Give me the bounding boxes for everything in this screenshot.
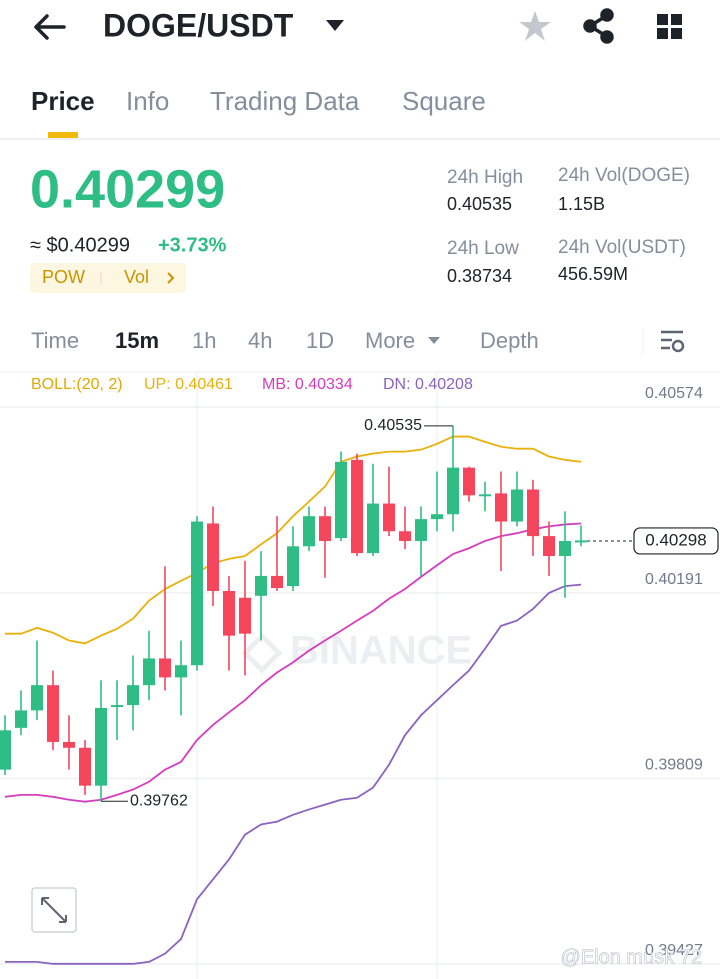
y-tick-label: 0.39427 xyxy=(645,942,703,959)
tag: POW xyxy=(42,267,85,287)
indicator-legend: MB: 0.40334 xyxy=(262,376,353,393)
y-tick-label: 0.40191 xyxy=(645,571,703,588)
candle-body xyxy=(191,521,203,666)
candle-body xyxy=(111,705,123,707)
last-price-label: 0.40298 xyxy=(645,530,706,549)
candle-body xyxy=(95,707,107,786)
candle-body xyxy=(351,459,363,554)
candle-body xyxy=(543,536,555,557)
interval-option[interactable]: 1D xyxy=(306,328,334,353)
candle-body xyxy=(319,516,331,541)
candle-body xyxy=(383,503,395,532)
stat-value: 0.38734 xyxy=(447,266,512,286)
candle-body xyxy=(527,489,539,537)
watermark: BINANCE xyxy=(290,629,472,673)
candle-body xyxy=(431,514,443,520)
tag: Vol xyxy=(124,267,149,287)
candle-body xyxy=(223,590,235,636)
candle-body xyxy=(239,597,251,634)
interval-option[interactable]: 1h xyxy=(192,328,216,353)
tab[interactable]: Trading Data xyxy=(210,86,360,116)
candle-body xyxy=(79,747,91,786)
candle-body xyxy=(175,665,187,678)
stat-value: 0.40535 xyxy=(447,194,512,214)
watermark-logo xyxy=(241,632,283,674)
last-price-box xyxy=(633,527,719,555)
y-tick-label: 0.40574 xyxy=(645,385,703,402)
interval-option[interactable]: Time xyxy=(31,328,79,353)
stat-label: 24h High xyxy=(447,167,523,188)
stat-label: 24h Low xyxy=(447,238,519,259)
high-marker-label: 0.40535 xyxy=(364,417,422,434)
low-marker-label: 0.39762 xyxy=(130,792,188,809)
tag-chevron xyxy=(167,272,175,284)
pair-dropdown[interactable] xyxy=(326,20,344,31)
candle-body xyxy=(495,493,507,522)
stat-label: 24h Vol(DOGE) xyxy=(558,165,690,186)
candle-body xyxy=(143,658,155,686)
candle-body xyxy=(479,494,491,497)
indicator-line xyxy=(5,583,582,965)
indicator-legend: UP: 0.40461 xyxy=(144,376,233,393)
indicator-line xyxy=(5,435,582,645)
stat-value: 1.15B xyxy=(558,194,605,214)
candle-body xyxy=(63,741,75,748)
y-tick-label: 0.39809 xyxy=(645,757,703,774)
stat-label: 24h Vol(USDT) xyxy=(558,237,686,258)
active-tab-indicator xyxy=(48,132,78,138)
interval-option[interactable]: More xyxy=(365,328,415,353)
candle-body xyxy=(0,730,11,770)
tab[interactable]: Price xyxy=(31,86,95,116)
candle-body xyxy=(335,461,347,539)
candle-body xyxy=(159,658,171,678)
stat-value: 456.59M xyxy=(558,264,628,284)
candle-body xyxy=(399,531,411,541)
candle-body xyxy=(207,523,219,591)
indicator-title: BOLL:(20, 2) xyxy=(31,376,123,393)
tab[interactable]: Info xyxy=(126,86,169,116)
candle-body xyxy=(575,540,587,543)
last-price: 0.40299 xyxy=(30,159,225,219)
candle-body xyxy=(303,516,315,547)
candle-body xyxy=(367,503,379,554)
candle-body xyxy=(271,575,283,589)
interval-option[interactable]: 4h xyxy=(248,328,272,353)
candle-body xyxy=(559,540,571,557)
pair-title[interactable]: DOGE/USDT xyxy=(103,7,294,43)
candle-body xyxy=(15,710,27,728)
tag-pill[interactable] xyxy=(30,263,186,293)
favorite-star[interactable] xyxy=(519,11,551,41)
candle-body xyxy=(31,685,43,711)
fullscreen-icon xyxy=(41,897,67,923)
candle-body xyxy=(511,489,523,522)
tab[interactable]: Square xyxy=(402,86,486,116)
candle-body xyxy=(255,575,267,596)
indicator-legend: DN: 0.40208 xyxy=(383,376,473,393)
price-change: +3.73% xyxy=(158,234,227,256)
candle-body xyxy=(463,467,475,496)
candle-body xyxy=(415,519,427,541)
share-button[interactable] xyxy=(583,8,614,44)
approx-price: ≈ $0.40299 xyxy=(30,234,130,256)
candle-body xyxy=(127,685,139,706)
candle-body xyxy=(287,546,299,587)
menu-grid[interactable] xyxy=(657,14,682,39)
back-button[interactable] xyxy=(34,14,66,40)
candle-body xyxy=(47,685,59,742)
credit-watermark: @Elon musk 72 xyxy=(561,946,702,968)
interval-option[interactable]: 15m xyxy=(115,328,159,353)
chart-settings[interactable] xyxy=(661,330,685,353)
interval-option[interactable]: Depth xyxy=(480,328,539,353)
candle-body xyxy=(447,467,459,515)
more-dropdown[interactable] xyxy=(428,337,440,344)
